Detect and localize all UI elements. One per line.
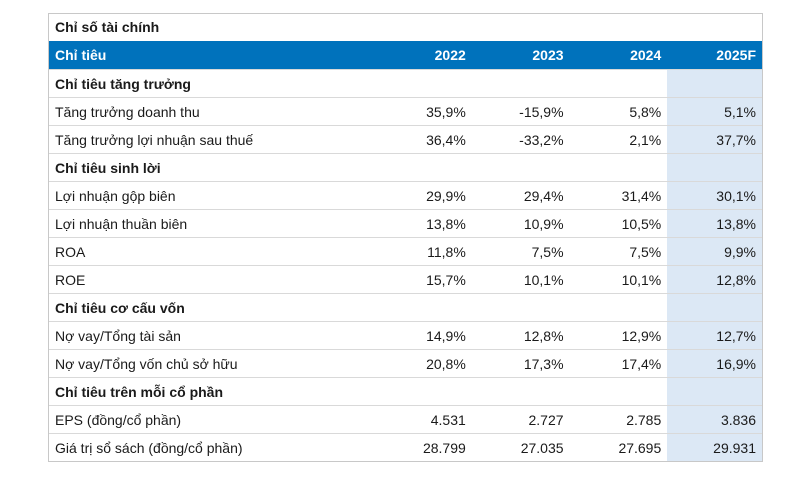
section-empty-cell [472,70,570,97]
value-cell: 14,9% [426,328,466,344]
value-cell: 2.727 [528,412,564,428]
section-header-row: Chỉ tiêu trên mỗi cổ phần [49,377,762,405]
row-label: ROA [55,244,86,260]
header-year-2025f: 2025F [667,41,762,69]
table-row: EPS (đồng/cổ phần) 4.531 2.727 2.785 3.836 [49,405,762,433]
table-row: Tăng trưởng doanh thu 35,9% -15,9% 5,8% 5,1% [49,97,762,125]
section-empty-cell [570,378,668,405]
table-row: Lợi nhuận gộp biên 29,9% 29,4% 31,4% 30,1% [49,181,762,209]
section-header-row: Chỉ tiêu sinh lời [49,153,762,181]
table-header-row: Chỉ tiêu 2022 2023 2024 2025F [49,41,762,69]
value-cell: 31,4% [621,188,662,204]
row-label: Nợ vay/Tổng vốn chủ sở hữu [55,356,238,372]
section-header-row: Chỉ tiêu cơ cấu vốn [49,293,762,321]
table-row: Nợ vay/Tổng vốn chủ sở hữu 20,8% 17,3% 17,4… [49,349,762,377]
table-title: Chỉ số tài chính [49,14,762,41]
value-cell: 12,8% [523,328,564,344]
section-empty-cell [472,154,570,181]
row-label: Lợi nhuận thuần biên [55,216,188,232]
value-cell: 29,9% [426,188,466,204]
row-label: Lợi nhuận gộp biên [55,188,176,204]
value-cell: -15,9% [519,104,564,120]
value-cell: 10,5% [621,216,662,232]
table-body: Chỉ tiêu tăng trưởng Tăng trưởng doanh th… [49,69,762,461]
value-cell: 12,8% [667,266,762,293]
section-empty-cell [570,70,668,97]
value-cell: 28.799 [422,440,466,456]
value-cell: 37,7% [667,126,762,153]
row-label: Tăng trưởng doanh thu [55,104,200,120]
value-cell: 20,8% [426,356,466,372]
section-title: Chỉ tiêu trên mỗi cổ phần [55,384,224,400]
value-cell: 17,3% [523,356,564,372]
value-cell: 13,8% [426,216,466,232]
financial-ratios-table: Chỉ số tài chính Chỉ tiêu 2022 2023 2024… [48,13,763,462]
value-cell: 11,8% [427,244,466,260]
value-cell: 9,9% [667,238,762,265]
section-title: Chỉ tiêu cơ cấu vốn [55,300,185,316]
table-row: Lợi nhuận thuần biên 13,8% 10,9% 10,5% 13,8% [49,209,762,237]
value-cell: 36,4% [426,132,466,148]
value-cell: 3.836 [667,406,762,433]
section-title: Chỉ tiêu sinh lời [55,160,161,176]
value-cell: 17,4% [621,356,662,372]
value-cell: 7,5% [629,244,662,260]
value-cell: 29.931 [667,434,762,461]
value-cell: 16,9% [667,350,762,377]
value-cell: 35,9% [426,104,466,120]
value-cell: 27.695 [618,440,662,456]
header-year-2023: 2023 [532,47,564,63]
value-cell: 10,1% [621,272,662,288]
value-cell: 10,1% [523,272,564,288]
section-empty-cell [472,294,570,321]
value-cell: 27.035 [520,440,564,456]
section-empty-cell [667,70,762,97]
table-row: Tăng trưởng lợi nhuận sau thuế 36,4% -33,2… [49,125,762,153]
value-cell: 5,1% [667,98,762,125]
section-empty-cell [374,378,472,405]
section-empty-cell [667,378,762,405]
header-label: Chỉ tiêu [55,47,107,63]
section-empty-cell [570,154,668,181]
section-empty-cell [374,294,472,321]
row-label: Giá trị sổ sách (đồng/cổ phần) [55,440,243,456]
value-cell: 10,9% [523,216,564,232]
header-year-2024: 2024 [630,47,662,63]
table-row: ROA 11,8% 7,5% 7,5% 9,9% [49,237,762,265]
value-cell: 12,9% [621,328,662,344]
table-row: Nợ vay/Tổng tài sản 14,9% 12,8% 12,9% 12,7% [49,321,762,349]
section-header-row: Chỉ tiêu tăng trưởng [49,69,762,97]
value-cell: 4.531 [430,412,466,428]
value-cell: 13,8% [667,210,762,237]
header-year-2022: 2022 [434,47,466,63]
section-title: Chỉ tiêu tăng trưởng [55,76,191,92]
row-label: Nợ vay/Tổng tài sản [55,328,181,344]
value-cell: 2.785 [626,412,662,428]
section-empty-cell [374,70,472,97]
value-cell: -33,2% [519,132,564,148]
section-empty-cell [374,154,472,181]
value-cell: 5,8% [629,104,662,120]
value-cell: 29,4% [523,188,564,204]
table-row: ROE 15,7% 10,1% 10,1% 12,8% [49,265,762,293]
value-cell: 30,1% [667,182,762,209]
row-label: EPS (đồng/cổ phần) [55,412,182,428]
value-cell: 12,7% [667,322,762,349]
row-label: ROE [55,272,86,288]
section-empty-cell [472,378,570,405]
value-cell: 7,5% [531,244,564,260]
table-row: Giá trị sổ sách (đồng/cổ phần) 28.799 27.0… [49,433,762,461]
value-cell: 15,7% [426,272,466,288]
section-empty-cell [667,294,762,321]
row-label: Tăng trưởng lợi nhuận sau thuế [55,132,254,148]
section-empty-cell [570,294,668,321]
section-empty-cell [667,154,762,181]
value-cell: 2,1% [629,132,662,148]
